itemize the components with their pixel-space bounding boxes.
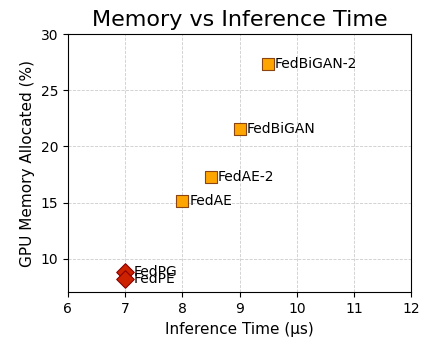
- Text: FedAE: FedAE: [189, 194, 232, 208]
- Point: [122, 276, 128, 282]
- Point: [236, 127, 243, 132]
- Text: FedPG: FedPG: [134, 265, 177, 279]
- Point: [179, 199, 186, 204]
- Text: FedPE: FedPE: [134, 272, 176, 286]
- Title: Memory vs Inference Time: Memory vs Inference Time: [92, 10, 388, 30]
- Y-axis label: GPU Memory Allocated (%): GPU Memory Allocated (%): [20, 60, 35, 267]
- Text: FedBiGAN: FedBiGAN: [246, 122, 315, 136]
- Point: [122, 270, 128, 275]
- Point: [265, 62, 271, 67]
- Text: FedBiGAN-2: FedBiGAN-2: [275, 57, 357, 71]
- Text: FedAE-2: FedAE-2: [218, 170, 274, 184]
- X-axis label: Inference Time (μs): Inference Time (μs): [165, 322, 314, 337]
- Point: [208, 174, 214, 180]
